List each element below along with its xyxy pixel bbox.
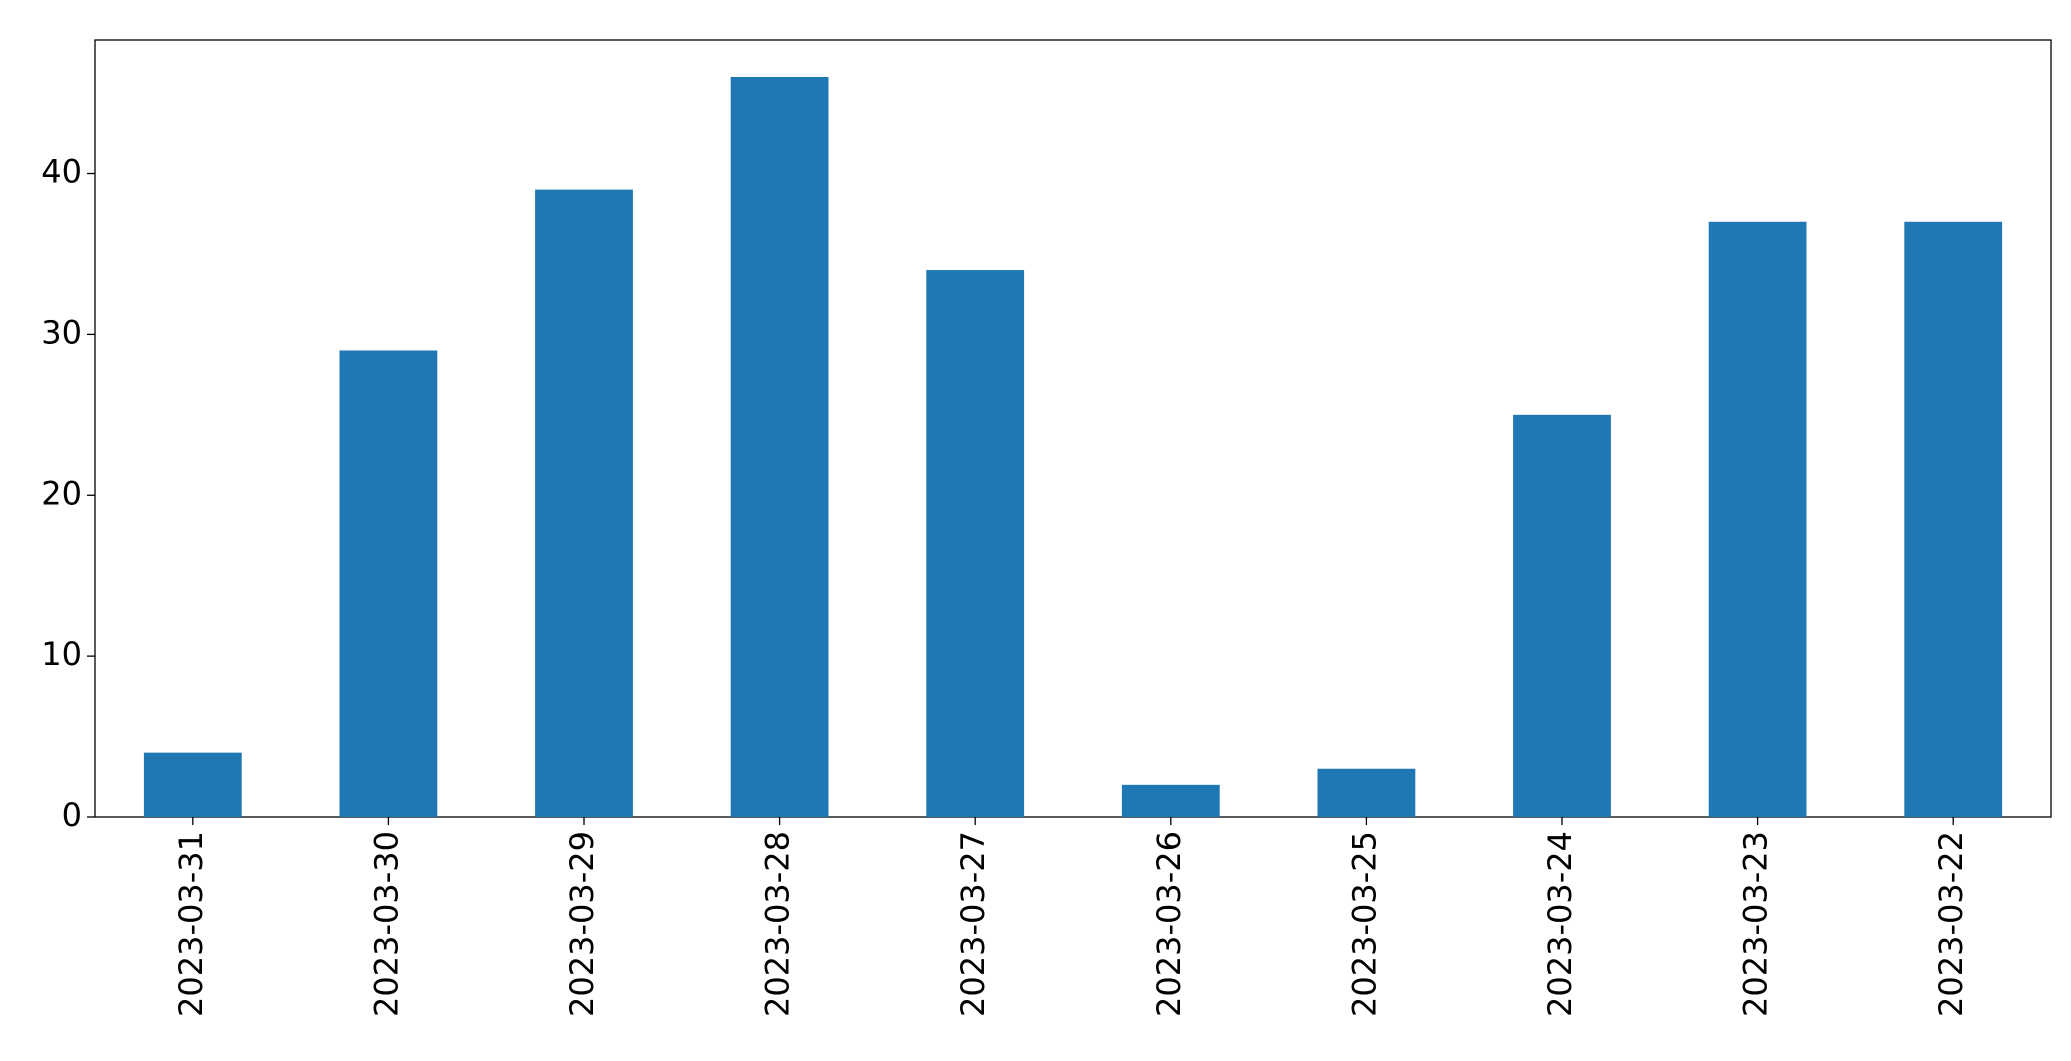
x-tick-label: 2023-03-26 [1150,831,1188,1017]
y-tick-label: 20 [41,474,82,512]
x-tick-label: 2023-03-29 [563,831,601,1017]
bar [926,270,1025,818]
x-tick-label: 2023-03-30 [367,831,405,1017]
y-tick-label: 10 [41,635,82,673]
bar [1513,414,1611,817]
x-tick-label: 2023-03-23 [1737,831,1775,1017]
y-tick-label: 40 [41,153,82,191]
bar [1904,221,2003,818]
x-tick-label: 2023-03-27 [954,831,992,1017]
bar [1317,768,1416,817]
bar [535,189,633,817]
x-tick-label: 2023-03-24 [1541,831,1579,1017]
x-tick-label: 2023-03-28 [759,831,797,1017]
y-tick-label: 30 [41,313,82,351]
plot-frame [94,39,2052,818]
bar [339,350,438,817]
x-tick-label: 2023-03-31 [172,831,210,1017]
y-tick-label: 0 [62,796,82,834]
x-tick-label: 2023-03-22 [1932,831,1970,1017]
bar [143,752,242,817]
bar [730,77,829,817]
bar [1708,221,1807,818]
x-tick-label: 2023-03-25 [1345,831,1383,1017]
bar [1121,784,1220,817]
